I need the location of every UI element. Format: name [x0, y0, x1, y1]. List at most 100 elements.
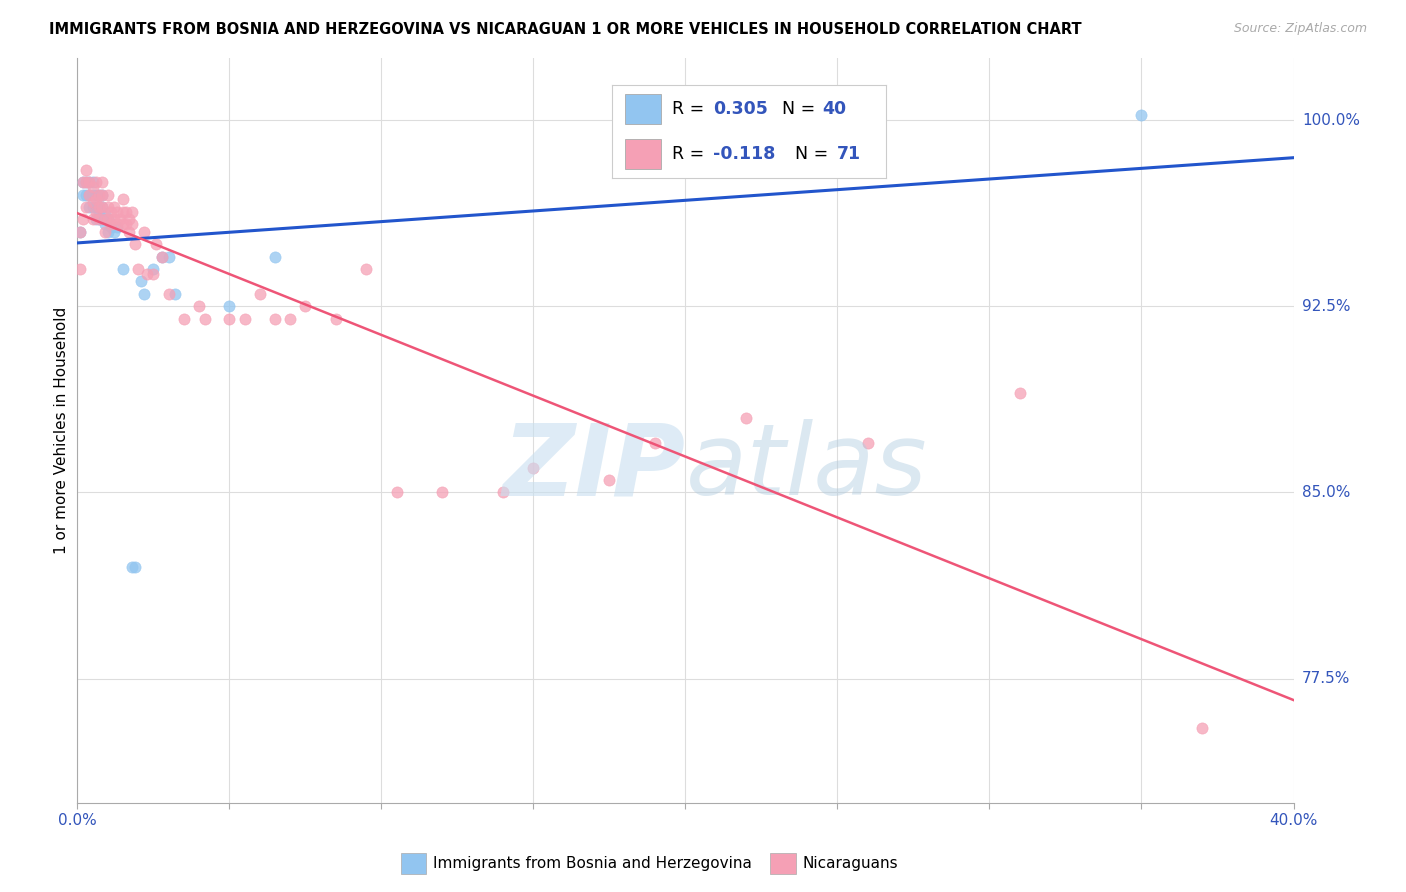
Point: [84, 200, 107, 214]
Point: [218, 299, 240, 313]
Point: [121, 217, 143, 231]
Text: R =: R =: [672, 100, 710, 118]
Point: [93, 217, 115, 231]
Point: [72, 175, 94, 189]
Point: [127, 262, 149, 277]
Point: [75, 187, 97, 202]
Point: [82, 200, 104, 214]
Point: [103, 200, 125, 214]
Point: [264, 250, 287, 264]
Y-axis label: 1 or more Vehicles in Household: 1 or more Vehicles in Household: [53, 307, 69, 554]
Point: [97, 212, 120, 227]
Point: [79, 175, 101, 189]
Point: [84, 187, 107, 202]
Text: 100.0%: 100.0%: [1302, 112, 1360, 128]
Point: [163, 286, 186, 301]
Point: [121, 560, 143, 574]
Point: [100, 205, 122, 219]
Point: [188, 299, 211, 313]
Point: [87, 200, 110, 214]
Point: [90, 187, 112, 202]
Point: [115, 205, 138, 219]
Point: [100, 217, 122, 231]
Point: [97, 200, 120, 214]
Point: [84, 212, 107, 227]
Point: [75, 200, 97, 214]
Point: [90, 175, 112, 189]
Point: [84, 193, 107, 207]
Point: [87, 212, 110, 227]
Text: 77.5%: 77.5%: [1302, 671, 1350, 686]
Point: [105, 217, 128, 231]
Point: [173, 311, 195, 326]
Point: [105, 205, 128, 219]
Point: [82, 175, 104, 189]
Point: [354, 262, 377, 277]
Point: [82, 194, 104, 209]
Point: [152, 250, 174, 264]
Text: Immigrants from Bosnia and Herzegovina: Immigrants from Bosnia and Herzegovina: [433, 856, 752, 871]
Point: [108, 212, 131, 227]
Text: 0.305: 0.305: [713, 100, 768, 118]
Text: ZIP: ZIP: [502, 419, 686, 516]
Point: [103, 212, 125, 227]
Point: [82, 212, 104, 227]
Point: [325, 311, 347, 326]
Point: [72, 187, 94, 202]
Point: [134, 286, 156, 301]
Point: [75, 175, 97, 189]
Text: 85.0%: 85.0%: [1302, 485, 1350, 500]
Text: 71: 71: [837, 145, 860, 162]
Point: [233, 311, 256, 326]
Point: [136, 267, 159, 281]
Text: N =: N =: [796, 145, 834, 162]
Point: [430, 485, 453, 500]
Point: [87, 187, 110, 202]
Point: [75, 162, 97, 177]
Point: [90, 200, 112, 214]
Point: [264, 311, 287, 326]
Point: [1191, 721, 1213, 735]
Point: [294, 299, 316, 313]
Point: [142, 267, 165, 281]
Point: [1130, 108, 1153, 122]
Point: [152, 250, 174, 264]
Text: 40: 40: [823, 100, 846, 118]
Point: [644, 435, 666, 450]
Point: [82, 187, 104, 202]
Point: [93, 207, 115, 221]
Point: [72, 175, 94, 189]
Point: [115, 217, 138, 231]
Point: [278, 311, 301, 326]
Point: [87, 205, 110, 219]
Point: [134, 225, 156, 239]
Point: [90, 187, 112, 202]
Point: [69, 225, 91, 239]
Point: [103, 225, 125, 239]
Point: [522, 460, 544, 475]
Point: [90, 200, 112, 214]
Text: 92.5%: 92.5%: [1302, 299, 1350, 314]
Point: [87, 212, 110, 227]
Point: [79, 187, 101, 202]
Point: [79, 175, 101, 189]
Point: [124, 237, 146, 252]
Point: [82, 180, 104, 194]
Point: [79, 187, 101, 202]
Text: N =: N =: [782, 100, 820, 118]
Point: [145, 237, 167, 252]
Text: atlas: atlas: [686, 419, 927, 516]
Point: [93, 212, 115, 227]
Point: [75, 175, 97, 189]
Point: [492, 485, 515, 500]
Point: [218, 311, 240, 326]
Point: [105, 219, 128, 234]
Point: [121, 205, 143, 219]
Point: [84, 205, 107, 219]
Point: [97, 212, 120, 227]
Point: [157, 286, 180, 301]
Point: [249, 286, 271, 301]
Point: [598, 473, 620, 487]
Point: [735, 411, 758, 425]
Bar: [626, 139, 661, 169]
